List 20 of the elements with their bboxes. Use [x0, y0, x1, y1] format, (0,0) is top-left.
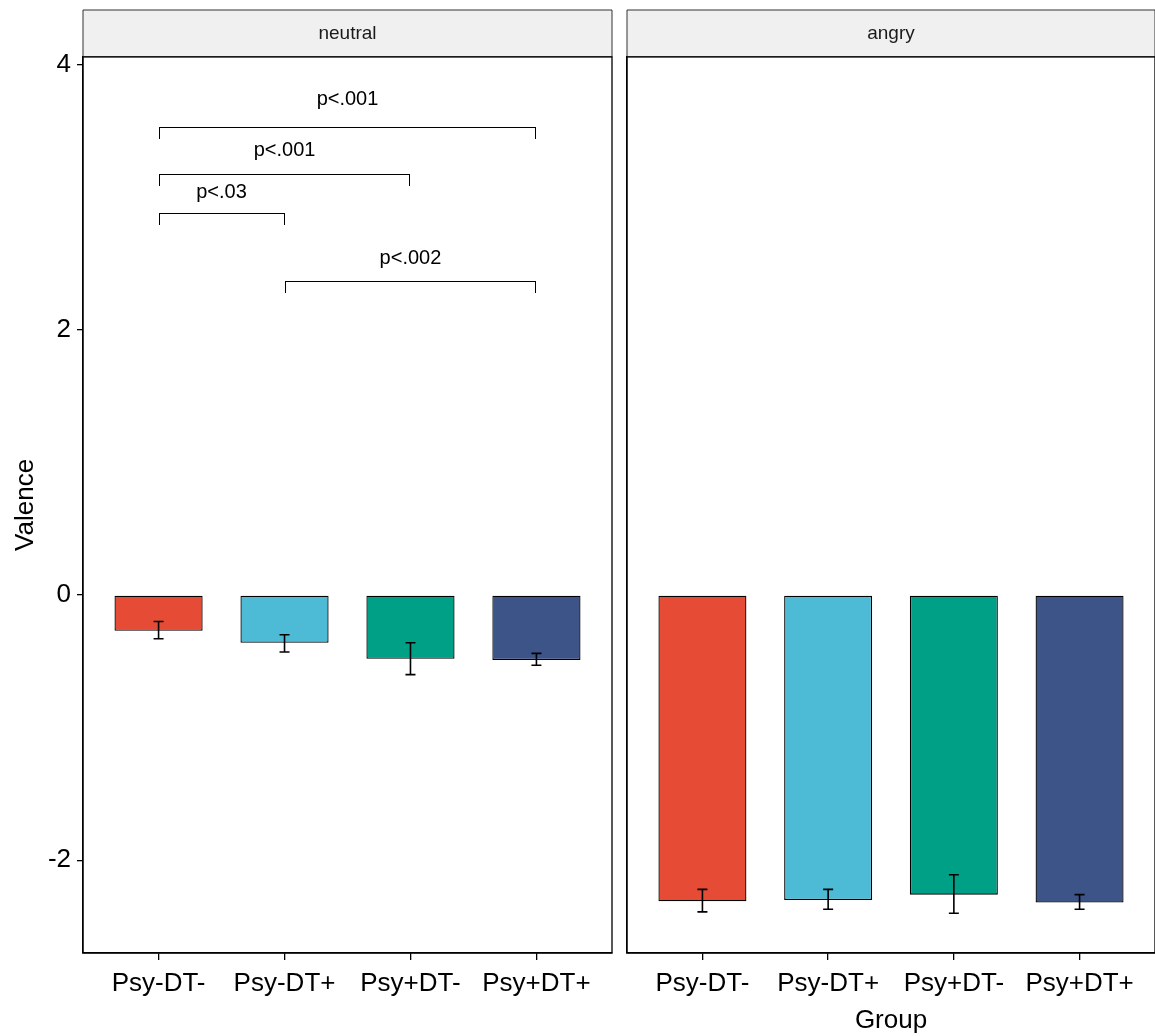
x-tick-label: Psy-DT-	[655, 966, 750, 997]
y-tick-label: 2	[56, 313, 71, 344]
chart-title: neutral	[318, 21, 377, 43]
chart-title: angry	[867, 21, 916, 43]
x-tick-label: Psy+DT-	[903, 966, 1005, 997]
annotation: p<.001	[316, 86, 379, 109]
y-axis-title: Valence	[8, 458, 39, 551]
annotation: p<.03	[196, 179, 247, 202]
x-tick-label: Psy+DT+	[1025, 966, 1134, 997]
y-tick-label: 0	[56, 578, 71, 609]
x-tick-label: Psy+DT+	[482, 966, 591, 997]
y-tick-label: -2	[47, 843, 71, 874]
x-tick-label: Psy-DT-	[111, 966, 206, 997]
annotation: p<.002	[379, 245, 442, 268]
y-tick-label: 4	[56, 47, 71, 78]
annotation: p<.001	[253, 137, 316, 160]
x-tick-label: Psy+DT-	[360, 966, 461, 997]
x-tick-label: Psy-DT+	[233, 966, 336, 997]
x-axis-title: Group	[854, 1003, 928, 1034]
x-tick-label: Psy-DT+	[777, 966, 880, 997]
